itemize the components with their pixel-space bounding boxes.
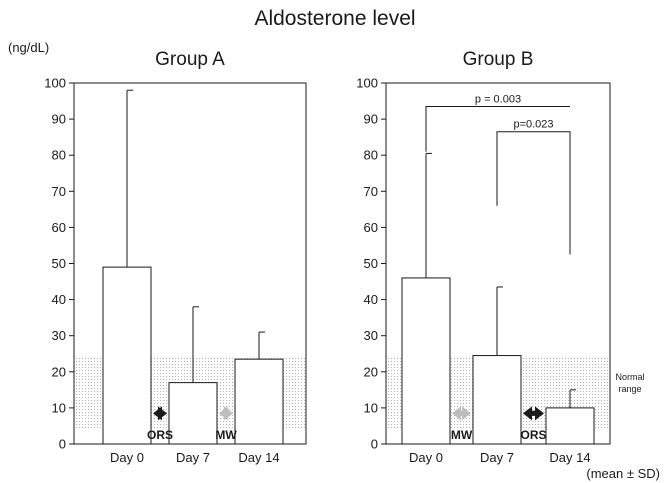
- y-tick-label: 10: [364, 400, 378, 415]
- bar: [234, 358, 284, 445]
- significance-label: p=0.023: [513, 119, 553, 131]
- arrow-label: ORS: [520, 428, 546, 442]
- bar: [472, 355, 522, 445]
- y-tick-label: 60: [52, 220, 66, 235]
- y-tick-label: 10: [52, 400, 66, 415]
- y-tick-label: 40: [52, 292, 66, 307]
- panel-title: Group B: [463, 49, 534, 70]
- x-tick-label: Day 14: [238, 450, 279, 465]
- treatment-arrow-0: [153, 406, 167, 421]
- y-tick-label: 30: [364, 328, 378, 343]
- x-tick-label: Day 0: [110, 450, 144, 465]
- normal-range-label-line2: range: [618, 384, 641, 394]
- y-tick-label: 50: [52, 256, 66, 271]
- significance-label: p = 0.003: [475, 93, 521, 105]
- significance-bracket: [496, 131, 571, 255]
- normal-range-label-line1: Normal: [615, 372, 644, 382]
- treatment-arrow-1: [219, 406, 233, 421]
- y-tick-label: 60: [364, 220, 378, 235]
- x-tick-label: Day 7: [480, 450, 514, 465]
- bar: [168, 382, 218, 445]
- y-tick-label: 100: [44, 76, 66, 91]
- y-tick-label: 70: [52, 184, 66, 199]
- y-unit-label: (ng/dL): [8, 40, 49, 55]
- arrow-label: MW: [215, 428, 237, 442]
- significance-bracket: [425, 105, 570, 152]
- x-tick-label: Day 7: [176, 450, 210, 465]
- y-tick-label: 80: [52, 148, 66, 163]
- y-tick-label: 80: [364, 148, 378, 163]
- y-tick-label: 100: [356, 76, 378, 91]
- y-tick-label: 30: [52, 328, 66, 343]
- chart-panel-group-b: Group B 0 10 20 30 40 50 60 70 80 90 100 Day 0 Day 7 D…: [356, 49, 611, 465]
- treatment-arrow-0: [452, 406, 471, 421]
- y-tick-label: 50: [364, 256, 378, 271]
- y-tick-label: 70: [364, 184, 378, 199]
- bar: [102, 266, 152, 445]
- y-tick-label: 90: [52, 112, 66, 127]
- figure-title: Aldosterone level: [254, 7, 415, 30]
- y-tick-label: 0: [59, 437, 66, 452]
- arrow-label: MW: [451, 428, 473, 442]
- x-tick-label: Day 14: [549, 450, 590, 465]
- chart-panel-group-a: Group A 0 10 20 30 40 50 60 70 80 90 100 Day 0 Day 7 D…: [44, 49, 307, 465]
- treatment-arrow-1: [523, 406, 544, 421]
- panel-title: Group A: [155, 49, 225, 70]
- x-tick-label: Day 0: [409, 450, 443, 465]
- y-tick-label: 20: [364, 364, 378, 379]
- y-tick-label: 40: [364, 292, 378, 307]
- bar: [401, 277, 451, 445]
- footnote-mean-sd: (mean ± SD): [586, 466, 660, 481]
- bar: [545, 407, 595, 445]
- arrow-label: ORS: [147, 428, 173, 442]
- y-tick-label: 0: [371, 437, 378, 452]
- y-tick-label: 90: [364, 112, 378, 127]
- y-tick-label: 20: [52, 364, 66, 379]
